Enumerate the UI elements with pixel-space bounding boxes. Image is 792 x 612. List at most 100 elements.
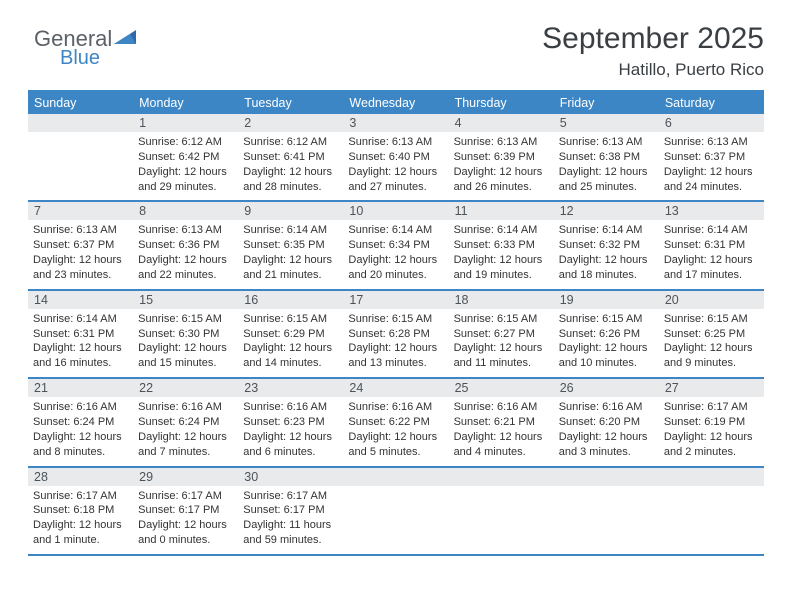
daylight-text: Daylight: 12 hours (454, 165, 549, 180)
sunrise-text: Sunrise: 6:15 AM (348, 312, 443, 327)
daylight-text-2: and 28 minutes. (243, 180, 338, 195)
sunset-text: Sunset: 6:31 PM (33, 327, 128, 342)
sunrise-text: Sunrise: 6:13 AM (664, 135, 759, 150)
day-number-row: 123456 (28, 114, 764, 132)
sunrise-text: Sunrise: 6:13 AM (33, 223, 128, 238)
sunset-text: Sunset: 6:40 PM (348, 150, 443, 165)
day-cell: Sunrise: 6:13 AMSunset: 6:36 PMDaylight:… (133, 220, 238, 288)
sunrise-text: Sunrise: 6:15 AM (559, 312, 654, 327)
day-number-row: 21222324252627 (28, 379, 764, 397)
sunrise-text: Sunrise: 6:13 AM (559, 135, 654, 150)
day-cell: Sunrise: 6:15 AMSunset: 6:29 PMDaylight:… (238, 309, 343, 377)
daylight-text: Daylight: 12 hours (33, 253, 128, 268)
sunset-text: Sunset: 6:23 PM (243, 415, 338, 430)
sunset-text: Sunset: 6:31 PM (664, 238, 759, 253)
daylight-text: Daylight: 12 hours (243, 253, 338, 268)
day-number-cell: 29 (133, 468, 238, 486)
weekday-header: Saturday (659, 92, 764, 114)
sunset-text: Sunset: 6:17 PM (138, 503, 233, 518)
day-number-cell: 19 (554, 291, 659, 309)
day-number-cell: 24 (343, 379, 448, 397)
day-number-cell (659, 468, 764, 486)
sunset-text: Sunset: 6:37 PM (33, 238, 128, 253)
daylight-text: Daylight: 12 hours (454, 430, 549, 445)
day-number-cell: 8 (133, 202, 238, 220)
day-cell: Sunrise: 6:15 AMSunset: 6:27 PMDaylight:… (449, 309, 554, 377)
daylight-text: Daylight: 12 hours (348, 341, 443, 356)
day-cell: Sunrise: 6:13 AMSunset: 6:37 PMDaylight:… (28, 220, 133, 288)
sunrise-text: Sunrise: 6:14 AM (33, 312, 128, 327)
daylight-text: Daylight: 12 hours (454, 253, 549, 268)
daylight-text: Daylight: 12 hours (33, 518, 128, 533)
daylight-text-2: and 11 minutes. (454, 356, 549, 371)
daylight-text-2: and 0 minutes. (138, 533, 233, 548)
sunrise-text: Sunrise: 6:17 AM (33, 489, 128, 504)
calendar-week: 14151617181920Sunrise: 6:14 AMSunset: 6:… (28, 291, 764, 379)
day-number-cell: 27 (659, 379, 764, 397)
day-number-cell (28, 114, 133, 132)
daylight-text: Daylight: 12 hours (664, 253, 759, 268)
sunrise-text: Sunrise: 6:17 AM (664, 400, 759, 415)
daylight-text-2: and 29 minutes. (138, 180, 233, 195)
day-cell: Sunrise: 6:14 AMSunset: 6:31 PMDaylight:… (28, 309, 133, 377)
day-cell: Sunrise: 6:15 AMSunset: 6:25 PMDaylight:… (659, 309, 764, 377)
daylight-text: Daylight: 12 hours (664, 165, 759, 180)
daylight-text-2: and 23 minutes. (33, 268, 128, 283)
daylight-text: Daylight: 12 hours (243, 341, 338, 356)
day-number-cell: 23 (238, 379, 343, 397)
daylight-text: Daylight: 12 hours (454, 341, 549, 356)
daylight-text-2: and 7 minutes. (138, 445, 233, 460)
page-header: General Blue September 2025 Hatillo, Pue… (28, 22, 764, 80)
day-cell: Sunrise: 6:17 AMSunset: 6:19 PMDaylight:… (659, 397, 764, 465)
daylight-text-2: and 8 minutes. (33, 445, 128, 460)
day-number-cell: 22 (133, 379, 238, 397)
daylight-text-2: and 9 minutes. (664, 356, 759, 371)
daylight-text-2: and 3 minutes. (559, 445, 654, 460)
day-cell: Sunrise: 6:14 AMSunset: 6:34 PMDaylight:… (343, 220, 448, 288)
sunrise-text: Sunrise: 6:14 AM (454, 223, 549, 238)
day-number-cell: 17 (343, 291, 448, 309)
sunset-text: Sunset: 6:36 PM (138, 238, 233, 253)
day-cell: Sunrise: 6:17 AMSunset: 6:17 PMDaylight:… (133, 486, 238, 554)
day-number-cell: 3 (343, 114, 448, 132)
sunrise-text: Sunrise: 6:15 AM (243, 312, 338, 327)
day-number-row: 282930 (28, 468, 764, 486)
daylight-text-2: and 14 minutes. (243, 356, 338, 371)
daylight-text: Daylight: 12 hours (348, 430, 443, 445)
sunrise-text: Sunrise: 6:16 AM (33, 400, 128, 415)
daylight-text: Daylight: 12 hours (138, 518, 233, 533)
sunrise-text: Sunrise: 6:16 AM (243, 400, 338, 415)
daylight-text: Daylight: 12 hours (348, 253, 443, 268)
day-number-cell: 11 (449, 202, 554, 220)
sunset-text: Sunset: 6:19 PM (664, 415, 759, 430)
day-number-cell: 10 (343, 202, 448, 220)
weekday-header: Thursday (449, 92, 554, 114)
daylight-text: Daylight: 12 hours (243, 165, 338, 180)
day-cell: Sunrise: 6:17 AMSunset: 6:18 PMDaylight:… (28, 486, 133, 554)
sunrise-text: Sunrise: 6:15 AM (138, 312, 233, 327)
day-number-cell: 4 (449, 114, 554, 132)
day-cell: Sunrise: 6:14 AMSunset: 6:35 PMDaylight:… (238, 220, 343, 288)
day-cell (449, 486, 554, 554)
sunrise-text: Sunrise: 6:14 AM (559, 223, 654, 238)
daylight-text-2: and 21 minutes. (243, 268, 338, 283)
sunset-text: Sunset: 6:39 PM (454, 150, 549, 165)
sunrise-text: Sunrise: 6:13 AM (138, 223, 233, 238)
sunset-text: Sunset: 6:35 PM (243, 238, 338, 253)
day-number-cell: 20 (659, 291, 764, 309)
day-cell: Sunrise: 6:15 AMSunset: 6:26 PMDaylight:… (554, 309, 659, 377)
day-body-row: Sunrise: 6:17 AMSunset: 6:18 PMDaylight:… (28, 486, 764, 554)
sunset-text: Sunset: 6:24 PM (138, 415, 233, 430)
sunset-text: Sunset: 6:22 PM (348, 415, 443, 430)
sunset-text: Sunset: 6:28 PM (348, 327, 443, 342)
sunset-text: Sunset: 6:33 PM (454, 238, 549, 253)
day-number-cell: 12 (554, 202, 659, 220)
sunrise-text: Sunrise: 6:14 AM (243, 223, 338, 238)
weekday-header: Monday (133, 92, 238, 114)
calendar-week: 78910111213Sunrise: 6:13 AMSunset: 6:37 … (28, 202, 764, 290)
sunset-text: Sunset: 6:42 PM (138, 150, 233, 165)
page-title: September 2025 (542, 22, 764, 56)
daylight-text-2: and 15 minutes. (138, 356, 233, 371)
day-cell (28, 132, 133, 200)
weekday-header-row: SundayMondayTuesdayWednesdayThursdayFrid… (28, 92, 764, 114)
